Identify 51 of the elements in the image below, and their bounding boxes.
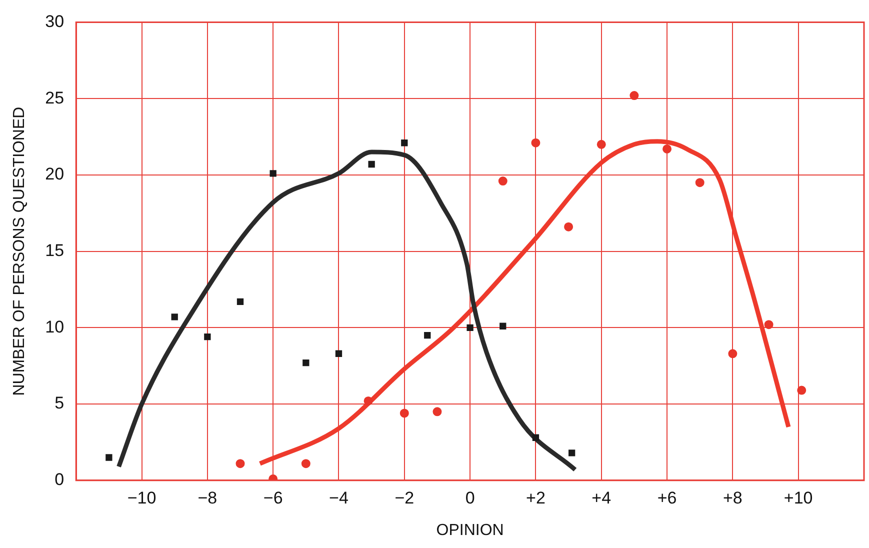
line-series — [258, 139, 791, 466]
line-series — [116, 150, 578, 472]
point — [368, 160, 375, 168]
point — [728, 349, 738, 358]
x-tick-label: −6 — [263, 488, 283, 508]
x-tick-label: −2 — [394, 488, 414, 508]
x-tick-label: +4 — [592, 488, 612, 508]
point — [662, 144, 672, 154]
y-tick-label: 25 — [45, 88, 64, 108]
y-tick-label: 20 — [45, 164, 64, 184]
point — [106, 454, 112, 461]
y-tick-label: 5 — [54, 394, 64, 413]
point — [204, 334, 211, 340]
point — [335, 350, 342, 357]
x-tick-label: −8 — [198, 488, 218, 508]
point — [236, 459, 245, 468]
point — [630, 91, 639, 100]
point — [400, 408, 409, 418]
point — [596, 140, 606, 149]
point — [270, 170, 276, 177]
point — [500, 322, 506, 330]
x-tick-label: −10 — [127, 488, 156, 508]
point — [498, 176, 508, 186]
x-tick-label: +10 — [784, 488, 813, 508]
y-axis-title: NUMBER OF PERSONS QUESTIONED — [11, 106, 28, 396]
x-axis-title: OPINION — [436, 522, 504, 539]
x-tick-label: +8 — [722, 488, 742, 508]
x-tick-label: 0 — [465, 488, 475, 508]
y-tick-label: 30 — [45, 12, 64, 31]
point — [401, 140, 408, 146]
y-tick-label: 15 — [45, 240, 64, 260]
point — [301, 459, 310, 468]
x-tick-label: +6 — [657, 488, 677, 508]
point — [568, 450, 576, 456]
point — [236, 298, 244, 306]
point — [532, 434, 540, 441]
point — [764, 320, 774, 330]
point — [424, 332, 431, 339]
y-tick-label: 0 — [54, 470, 64, 490]
x-tick-label: +2 — [526, 488, 546, 508]
point — [797, 386, 806, 395]
point — [466, 324, 474, 331]
point — [302, 359, 310, 366]
point — [531, 138, 540, 148]
point — [564, 222, 574, 232]
point — [364, 396, 373, 406]
point — [171, 314, 178, 320]
point — [432, 407, 442, 416]
x-tick-label: −4 — [329, 488, 348, 508]
y-tick-label: 10 — [45, 317, 64, 336]
point — [695, 178, 704, 188]
